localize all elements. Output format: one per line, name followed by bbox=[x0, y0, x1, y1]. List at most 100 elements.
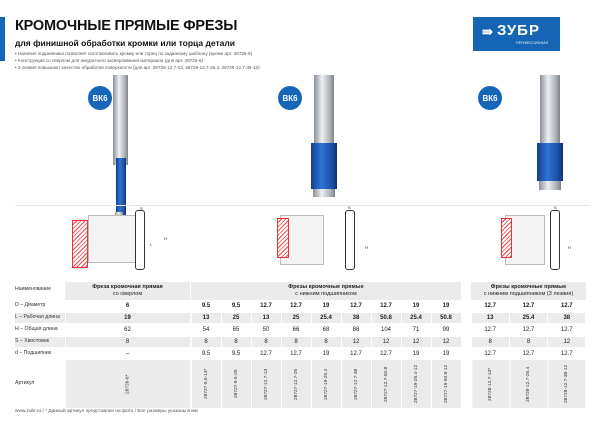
divider bbox=[15, 205, 590, 206]
cell-S: 8 bbox=[471, 336, 509, 347]
material-badge: ВК6 bbox=[478, 86, 502, 110]
cell-L: 38 bbox=[341, 312, 371, 323]
article-number: 28727-19-25.4 bbox=[311, 360, 341, 408]
cell-d: 9.5 bbox=[231, 350, 241, 357]
material-badge: ВК6 bbox=[88, 86, 112, 110]
article-number: 28727-12.7-25 bbox=[281, 360, 311, 408]
cell-H: 12.7 bbox=[484, 326, 496, 333]
article-number: 28728-12.7-25.4 bbox=[509, 360, 548, 408]
bit-outline-diagram bbox=[135, 210, 145, 270]
group-title: Фрезы кромочные прямые bbox=[490, 284, 567, 290]
cell-d: 12.7 bbox=[350, 350, 362, 357]
cell-D: 9.5 bbox=[201, 302, 211, 309]
cell-S: 12 bbox=[431, 336, 461, 347]
cell-L: 38 bbox=[548, 312, 586, 323]
row-label: d – Подшипник bbox=[15, 350, 52, 356]
cell-S: 8 bbox=[191, 336, 221, 347]
cell-D: 9.5 bbox=[231, 302, 241, 309]
group-subtitle: со сверлом bbox=[112, 291, 143, 297]
cell-S: 12 bbox=[341, 336, 371, 347]
cell-L: 50.8 bbox=[371, 312, 401, 323]
bit-outline-diagram bbox=[345, 210, 355, 270]
dim-label: S bbox=[554, 205, 557, 210]
article-number: 28727-12.7-50.8 bbox=[371, 360, 401, 408]
cell-D: 6 bbox=[125, 302, 130, 309]
brand-logo: ⇛ ЗУБР ПРОФЕССИОНАЛ bbox=[473, 17, 560, 51]
cell-H: 66 bbox=[292, 326, 300, 333]
cell-H: 12.7 bbox=[522, 326, 535, 333]
dim-label: H bbox=[568, 245, 571, 250]
cell-S: 12 bbox=[371, 336, 401, 347]
workpiece-diagram bbox=[88, 215, 136, 263]
dim-label: H bbox=[164, 236, 167, 241]
group-header: Фреза кромочная прямая со сверлом bbox=[65, 282, 190, 300]
row-label: Артикул bbox=[15, 380, 35, 386]
cell-H: 62 bbox=[124, 326, 131, 333]
article-number: 28728-12.7-38-12 bbox=[548, 360, 586, 408]
feature-item: Наличие подшипника позволяет изготавлива… bbox=[15, 50, 260, 57]
cell-H: 104 bbox=[380, 326, 391, 333]
material-badge: ВК6 bbox=[278, 86, 302, 110]
row-label: H – Общая длина bbox=[15, 326, 58, 332]
dim-label: H bbox=[365, 245, 368, 250]
cell-d: 9.5 bbox=[201, 350, 211, 357]
cell-d: 19 bbox=[442, 350, 450, 357]
cell-H: 86 bbox=[352, 326, 360, 333]
cell-L: 19 bbox=[65, 312, 190, 323]
cell-L: 25 bbox=[281, 312, 311, 323]
cell-d: 12.7 bbox=[560, 350, 573, 357]
cell-d: 19 bbox=[322, 350, 330, 357]
cell-H: 12.7 bbox=[560, 326, 573, 333]
group-header: Фрезы кромочные прямые с нижним подшипник… bbox=[191, 282, 461, 300]
cell-S: 8 bbox=[65, 336, 190, 347]
article-number: 28727-12.7-13 bbox=[251, 360, 281, 408]
row-label: Наименование bbox=[15, 286, 51, 292]
cell-D: 19 bbox=[412, 302, 420, 309]
cell-H: 50 bbox=[262, 326, 270, 333]
group-subtitle: с нижним подшипником (3 лезвия) bbox=[483, 291, 574, 297]
cell-D: 12.7 bbox=[290, 302, 302, 309]
cell-D: 12.7 bbox=[260, 302, 272, 309]
cell-S: 8 bbox=[509, 336, 548, 347]
cell-d: 12.7 bbox=[484, 350, 496, 357]
group-subtitle: с нижним подшипником bbox=[295, 291, 357, 297]
cell-H: 65 bbox=[232, 326, 240, 333]
cell-H: 71 bbox=[412, 326, 420, 333]
accent-bar bbox=[0, 17, 5, 61]
feature-item: 3 лезвия повышают качество обработки пов… bbox=[15, 64, 260, 71]
cell-L: 25.4 bbox=[401, 312, 431, 323]
cut-edge-hatch bbox=[501, 218, 512, 258]
router-bit-cutter bbox=[116, 158, 126, 218]
router-bit-cutter bbox=[311, 143, 337, 189]
cell-d: 12.7 bbox=[522, 350, 535, 357]
cell-L: 13 bbox=[191, 312, 221, 323]
dim-label: S bbox=[140, 206, 143, 211]
cell-d: – bbox=[125, 350, 130, 357]
dim-label: S bbox=[348, 205, 351, 210]
article-number: 28727-9.5-25 bbox=[221, 360, 251, 408]
bearing bbox=[313, 189, 335, 197]
cell-d: 12.7 bbox=[290, 350, 302, 357]
cell-S: 8 bbox=[311, 336, 341, 347]
router-bit-shank bbox=[540, 75, 560, 147]
cut-edge-hatch bbox=[277, 218, 289, 258]
row-label: D – Диаметр bbox=[15, 302, 46, 308]
cell-D: 12.7 bbox=[522, 302, 535, 309]
row-label: L – Рабочая длина bbox=[15, 314, 60, 320]
article-number: 28726-6* bbox=[65, 360, 190, 408]
cell-S: 12 bbox=[401, 336, 431, 347]
logo-arrow-icon: ⇛ bbox=[482, 24, 493, 39]
router-bit-shank bbox=[314, 75, 334, 147]
article-number: 28727-19-25.4-12 bbox=[401, 360, 431, 408]
feature-list: Наличие подшипника позволяет изготавлива… bbox=[15, 50, 260, 71]
row-label: S – Хвостовик bbox=[15, 338, 49, 344]
cell-D: 12.7 bbox=[380, 302, 392, 309]
cell-S: 12 bbox=[548, 336, 586, 347]
cell-D: 12.7 bbox=[484, 302, 496, 309]
cell-L: 25.4 bbox=[311, 312, 341, 323]
cell-L: 50.8 bbox=[431, 312, 461, 323]
group-title: Фрезы кромочные прямые bbox=[288, 284, 364, 290]
feature-item: Конструкция со сверлом для аккуратного з… bbox=[15, 57, 260, 64]
cell-S: 8 bbox=[221, 336, 251, 347]
page-subtitle: для финишной обработки кромки или торца … bbox=[15, 38, 235, 48]
